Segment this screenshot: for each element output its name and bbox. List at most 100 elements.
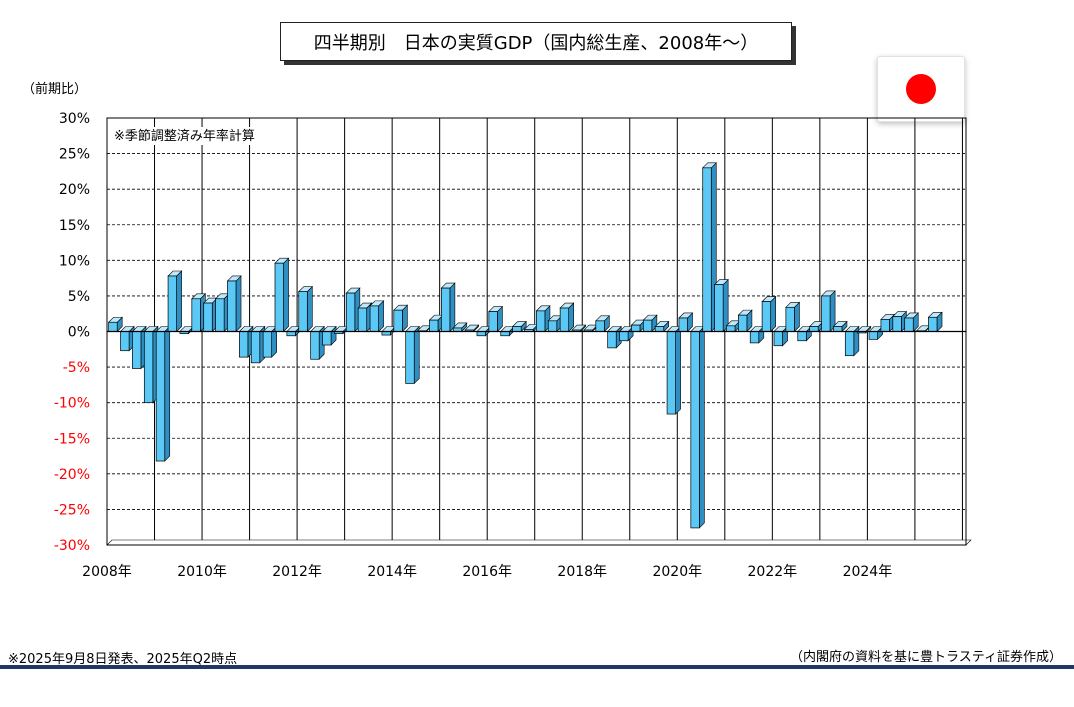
chart-title-box: 四半期別 日本の実質GDP（国内総生産、2008年～） — [280, 22, 792, 61]
bar — [369, 300, 385, 333]
bar — [321, 325, 337, 346]
data-source-note: （内閣府の資料を基に豊トラスティ証券作成） — [790, 650, 1062, 665]
bar-front — [143, 331, 154, 404]
bar-side — [770, 295, 776, 333]
bar-front — [286, 331, 296, 337]
bar-front — [607, 331, 617, 349]
bar — [713, 278, 729, 333]
y-axis-unit-label: （前期比） — [22, 82, 88, 97]
bars — [107, 162, 943, 529]
bar-front — [488, 311, 498, 332]
release-footnote: ※2025年9月8日発表、2025年Q2時点 — [8, 652, 238, 667]
bar — [511, 320, 527, 333]
bar — [345, 287, 361, 333]
bar-front — [262, 331, 273, 358]
bar-front — [880, 319, 890, 332]
bar — [808, 320, 824, 333]
bar-front — [345, 292, 356, 332]
bar-front — [797, 331, 807, 342]
bar-front — [108, 321, 118, 332]
bar — [428, 314, 444, 333]
bar — [785, 301, 801, 333]
bar-front — [844, 331, 855, 357]
bar-front — [559, 307, 570, 332]
bar-front — [215, 298, 225, 332]
bar — [214, 293, 230, 333]
bar-front — [357, 307, 368, 332]
y-tick-label: 30% — [59, 111, 90, 127]
bar-front — [833, 326, 843, 332]
bar — [666, 325, 682, 415]
y-tick-label: -5% — [63, 360, 90, 376]
bar-front — [239, 331, 249, 358]
bar-front — [821, 295, 831, 332]
bar-front — [393, 309, 403, 332]
y-tick-label: 10% — [59, 253, 90, 269]
bar — [464, 324, 480, 333]
chart-annotation: ※季節調整済み年率計算 — [114, 128, 255, 144]
bar-front — [440, 287, 451, 332]
bar — [915, 325, 931, 333]
bar-front — [642, 319, 653, 332]
bar — [274, 257, 290, 333]
y-tick-label: -15% — [54, 431, 90, 447]
bar-front — [714, 284, 724, 332]
bar — [179, 325, 195, 335]
bar-side — [307, 285, 313, 333]
bar-front — [227, 280, 237, 332]
bar-front — [868, 331, 878, 340]
bar — [773, 325, 789, 347]
y-tick-label: 5% — [68, 289, 90, 305]
bar — [107, 316, 123, 333]
bar — [832, 320, 848, 333]
bar — [119, 325, 135, 352]
bar — [143, 325, 159, 404]
bar-front — [250, 331, 261, 364]
bar — [690, 325, 706, 529]
bar — [844, 325, 860, 357]
bar-front — [749, 331, 760, 344]
bar-front — [690, 331, 700, 529]
y-tick-label: -25% — [54, 502, 90, 518]
bar-front — [191, 298, 201, 332]
bar — [202, 297, 218, 333]
bar — [725, 320, 741, 333]
bar — [571, 324, 587, 333]
bar-front — [203, 302, 213, 332]
bar-front — [595, 320, 605, 332]
bar — [559, 302, 575, 333]
bar-front — [761, 301, 772, 332]
bar-side — [164, 325, 171, 462]
bar-front — [892, 316, 902, 332]
bar — [654, 320, 670, 333]
bar — [820, 290, 836, 333]
bar — [226, 275, 242, 333]
bar — [701, 162, 717, 333]
x-tick-label: 2024年 — [843, 564, 893, 580]
bar — [333, 325, 349, 335]
bar — [393, 304, 409, 333]
x-tick-label: 2016年 — [462, 564, 512, 580]
bar-front — [298, 291, 308, 332]
bar-side — [235, 275, 242, 333]
bar-front — [512, 326, 522, 332]
bar-front — [654, 326, 665, 332]
bar — [903, 312, 919, 333]
bar — [761, 295, 777, 333]
y-tick-label: 20% — [59, 182, 90, 198]
bar — [416, 325, 432, 333]
bar — [131, 325, 147, 370]
bar-front — [785, 306, 795, 332]
bar-side — [722, 278, 729, 333]
y-tick-label: 0% — [68, 325, 90, 341]
bar-front — [155, 331, 166, 462]
bar-side — [176, 270, 182, 333]
bar — [892, 310, 908, 333]
plot-floor — [106, 539, 972, 546]
bar-side — [449, 282, 456, 333]
bar — [642, 314, 658, 333]
bar — [678, 312, 694, 333]
y-tick-label: -30% — [54, 538, 90, 554]
bar — [880, 313, 896, 333]
